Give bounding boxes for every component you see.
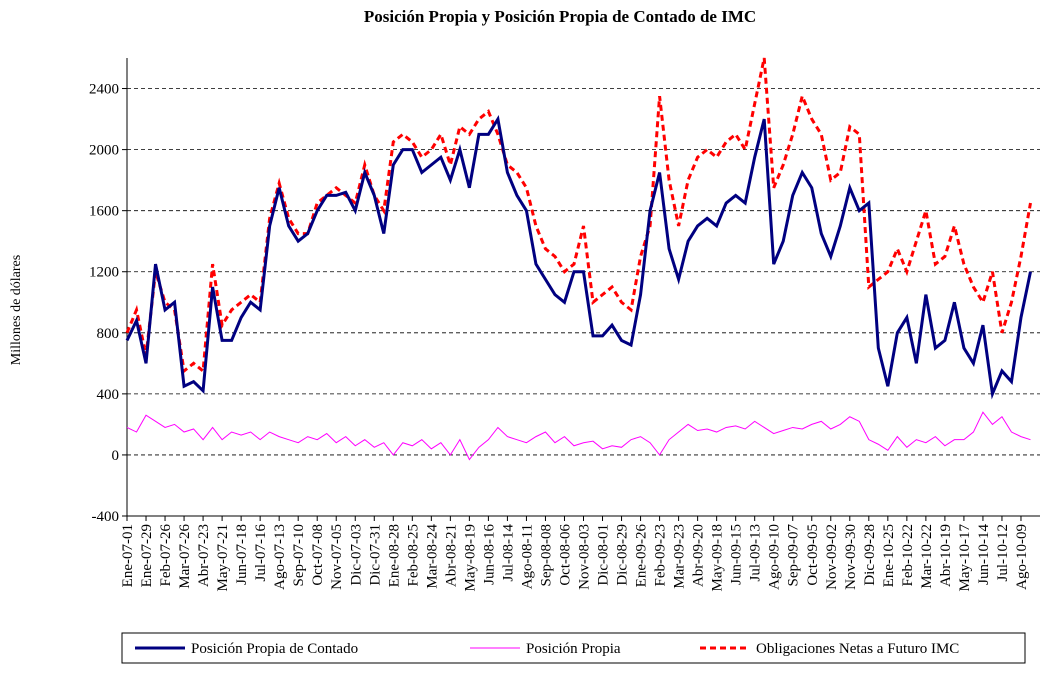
x-tick-label: Jun-08-16 (481, 524, 497, 585)
x-tick-label: Jun-10-14 (976, 524, 992, 585)
x-tick-label: Feb-08-25 (405, 524, 421, 587)
x-tick-label: Ene-07-29 (139, 524, 155, 587)
y-tick-label: 400 (97, 387, 120, 403)
x-tick-label: Sep-09-07 (786, 524, 802, 587)
x-tick-label: Jun-09-15 (729, 524, 745, 585)
x-tick-label: Dic-08-29 (615, 524, 631, 586)
y-tick-label: 2000 (89, 143, 119, 159)
x-tick-label: Ene-09-26 (634, 524, 650, 588)
x-tick-label: Nov-07-05 (329, 524, 345, 590)
x-tick-label: Jul-09-13 (748, 524, 764, 582)
x-tick-label: Feb-07-26 (158, 524, 174, 587)
y-tick-label: 1600 (89, 204, 119, 220)
x-tick-label: Mar-08-24 (424, 524, 440, 589)
x-tick-label: May-07-21 (215, 524, 231, 592)
x-tick-label: Oct-09-05 (805, 524, 821, 586)
x-tick-label: May-09-18 (710, 524, 726, 592)
x-tick-label: May-10-17 (957, 524, 973, 592)
line-series (125, 114, 1032, 400)
x-tick-label: Jul-10-12 (995, 524, 1011, 582)
x-tick-label: Nov-09-30 (843, 524, 859, 590)
x-tick-label: Sep-08-08 (538, 524, 554, 587)
y-tick-label: 800 (97, 326, 120, 342)
y-tick-label: 2400 (89, 82, 119, 98)
chart-title: Posición Propia y Posición Propia de Con… (364, 7, 756, 26)
x-tick-label: Abr-07-23 (196, 524, 212, 587)
x-tick-label: Mar-07-26 (177, 524, 193, 589)
x-tick-label: Mar-10-22 (919, 524, 935, 589)
x-tick-label: Nov-09-02 (824, 524, 840, 590)
x-tick-label: Abr-08-21 (443, 524, 459, 587)
x-tick-label: Dic-07-03 (348, 524, 364, 586)
x-tick-label: Dic-07-31 (367, 524, 383, 586)
y-tick-label: 1200 (89, 265, 119, 281)
x-tick-label: Oct-07-08 (310, 524, 326, 586)
legend-label: Obligaciones Netas a Futuro IMC (756, 641, 959, 657)
x-tick-label: Jul-08-14 (500, 524, 516, 582)
x-tick-label: Ago-10-09 (1014, 524, 1030, 590)
x-tick-label: Ago-09-10 (767, 524, 783, 590)
x-tick-label: May-08-19 (462, 524, 478, 592)
x-tick-label: Oct-08-06 (557, 524, 573, 586)
x-tick-label: Nov-08-03 (577, 524, 593, 590)
x-tick-label: Feb-10-22 (900, 524, 916, 587)
x-tick-label: Ene-08-28 (386, 524, 402, 587)
legend-label: Posición Propia (526, 641, 621, 657)
x-tick-label: Jun-07-18 (234, 524, 250, 585)
y-axis-label: Millones de dólares (9, 255, 24, 365)
x-tick-label: Feb-09-23 (653, 524, 669, 587)
x-tick-label: Abr-09-20 (691, 524, 707, 587)
line-series (125, 57, 1032, 374)
x-tick-label: Dic-09-28 (862, 524, 878, 586)
y-tick-label: 0 (112, 448, 120, 464)
legend (121, 632, 1026, 664)
x-tick-label: Ene-07-01 (120, 524, 136, 587)
x-tick-label: Dic-08-01 (596, 524, 612, 586)
x-tick-label: Ene-10-25 (881, 524, 897, 587)
x-tick-label: Ago-08-11 (519, 524, 535, 589)
x-tick-label: Abr-10-19 (938, 524, 954, 587)
x-tick-label: Jul-07-16 (253, 524, 269, 582)
x-tick-label: Mar-09-23 (672, 524, 688, 589)
legend-label: Posición Propia de Contado (191, 641, 358, 657)
line-series (126, 411, 1031, 461)
y-tick-label: -400 (92, 509, 120, 525)
x-tick-label: Ago-07-13 (272, 524, 288, 590)
x-tick-label: Sep-07-10 (291, 524, 307, 587)
